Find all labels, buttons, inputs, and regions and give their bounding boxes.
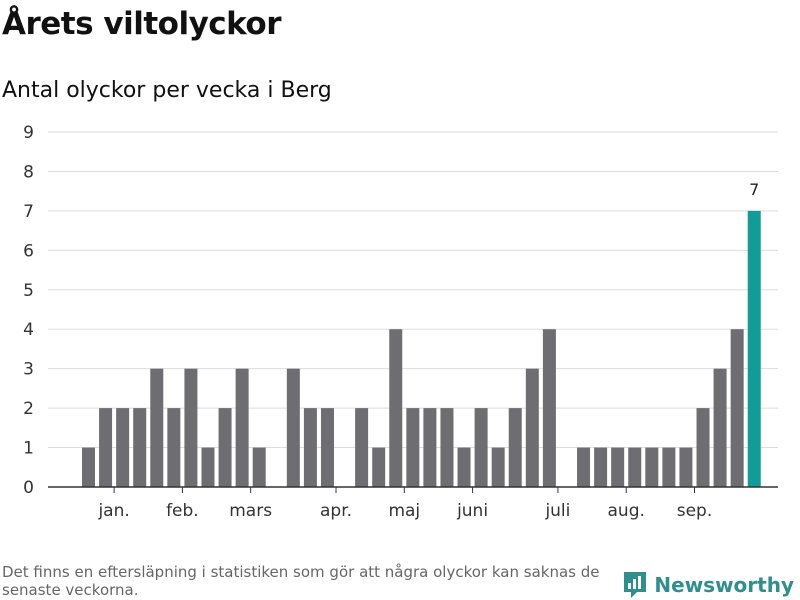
bar xyxy=(133,408,147,487)
bar xyxy=(389,329,403,487)
bar xyxy=(645,447,659,487)
bar xyxy=(594,447,608,487)
bar xyxy=(730,329,744,487)
bar xyxy=(679,447,693,487)
bar xyxy=(150,368,164,487)
x-tick-label: mars xyxy=(229,501,272,521)
bar xyxy=(82,447,95,487)
bar xyxy=(218,408,232,487)
bar xyxy=(713,368,727,487)
bar xyxy=(611,447,625,487)
bar xyxy=(184,368,198,487)
chart-title: Årets viltolyckor xyxy=(2,6,282,42)
y-tick-label: 0 xyxy=(23,478,34,498)
bar xyxy=(286,368,300,487)
highlight-bar xyxy=(747,210,761,487)
bar xyxy=(116,408,130,487)
y-tick-label: 5 xyxy=(23,281,34,301)
x-tick-label: aug. xyxy=(608,501,645,521)
bar xyxy=(440,408,454,487)
bar xyxy=(355,408,369,487)
bar xyxy=(320,408,334,487)
bar xyxy=(474,408,488,487)
bar xyxy=(167,408,181,487)
y-tick-label: 8 xyxy=(23,162,34,182)
x-tick-label: maj xyxy=(388,501,420,521)
bar xyxy=(457,447,471,487)
bar xyxy=(525,368,539,487)
y-tick-label: 2 xyxy=(23,399,34,419)
bar-chart: 0 1 2 3 4 5 6 7 8 9 7 jan. feb. mars apr. maj juni juli au… xyxy=(23,123,778,521)
brand-name: Newsworthy xyxy=(654,573,794,597)
y-tick-label: 6 xyxy=(23,241,34,261)
bar xyxy=(542,329,556,487)
chart-subtitle: Antal olyckor per vecka i Berg xyxy=(2,78,332,103)
x-tick-label: juni xyxy=(456,501,488,521)
bar xyxy=(303,408,317,487)
x-tick-label: feb. xyxy=(166,501,199,521)
y-tick-label: 4 xyxy=(23,320,34,340)
y-tick-label: 1 xyxy=(23,439,34,459)
bar xyxy=(491,447,505,487)
x-tick-label: apr. xyxy=(320,501,352,521)
bar xyxy=(235,368,249,487)
bar xyxy=(577,447,591,487)
bar xyxy=(423,408,437,487)
bar xyxy=(372,447,386,487)
bar xyxy=(662,447,676,487)
y-tick-label: 7 xyxy=(23,202,34,222)
brand: Newsworthy xyxy=(622,570,794,600)
bar xyxy=(201,447,215,487)
footnote: Det finns en eftersläpning i statistiken… xyxy=(2,563,600,599)
bar xyxy=(508,408,522,487)
x-tick-label: juli xyxy=(544,501,570,521)
x-tick-label: sep. xyxy=(677,501,713,521)
newsworthy-logo-icon xyxy=(624,572,647,598)
bar xyxy=(628,447,642,487)
data-label: 7 xyxy=(749,180,759,199)
bar xyxy=(252,447,266,487)
x-tick-label: jan. xyxy=(97,501,129,521)
y-tick-label: 9 xyxy=(23,123,34,143)
y-tick-label: 3 xyxy=(23,360,34,380)
bar xyxy=(696,408,710,487)
bar xyxy=(99,408,113,487)
bar xyxy=(406,408,420,487)
